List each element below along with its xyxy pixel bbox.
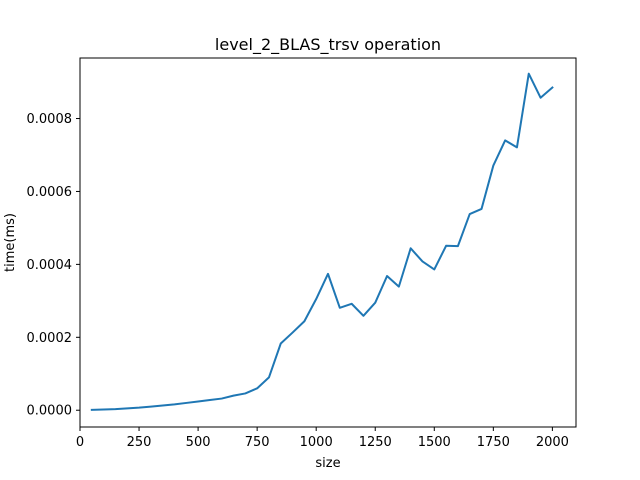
- y-tick-label: 0.0002: [27, 331, 73, 346]
- x-tick-label: 500: [186, 435, 211, 450]
- y-tick-label: 0.0000: [27, 404, 73, 419]
- series-line: [90, 72, 554, 411]
- plot-layer: [90, 72, 554, 411]
- x-axis: 0 250 500 750 1000 1250 1500 1750 2000: [76, 427, 569, 450]
- x-tick-label: 0: [76, 435, 84, 450]
- y-axis-label: time(ms): [3, 213, 18, 272]
- x-tick-label: 1000: [300, 435, 333, 450]
- x-tick-label: 2000: [536, 435, 569, 450]
- x-axis-label: size: [315, 456, 340, 471]
- axes-frame: [79, 57, 577, 428]
- x-tick-label: 250: [127, 435, 152, 450]
- x-tick-label: 1500: [418, 435, 451, 450]
- y-tick-label: 0.0008: [27, 112, 73, 127]
- y-axis: 0.0000 0.0002 0.0004 0.0006 0.0008: [27, 112, 80, 419]
- x-tick-label: 1750: [477, 435, 510, 450]
- chart-title: level_2_BLAS_trsv operation: [215, 35, 441, 55]
- x-tick-label: 750: [245, 435, 270, 450]
- x-tick-label: 1250: [359, 435, 392, 450]
- y-tick-label: 0.0004: [27, 258, 73, 273]
- y-tick-label: 0.0006: [27, 185, 73, 200]
